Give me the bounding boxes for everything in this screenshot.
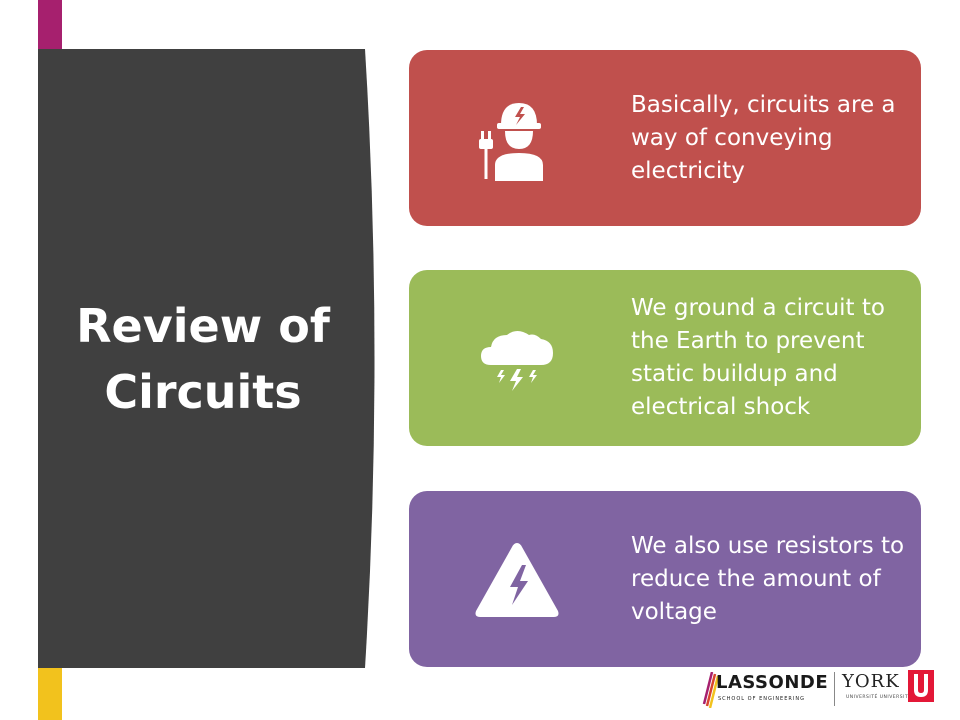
york-subtitle: UNIVERSITÉ UNIVERSITY xyxy=(846,695,912,700)
card-text: We ground a circuit to the Earth to prev… xyxy=(631,295,885,420)
storm-cloud-icon xyxy=(469,310,565,406)
lassonde-wordmark: LASSONDE xyxy=(716,672,829,693)
card-text: We also use resistors to reduce the amou… xyxy=(631,532,905,625)
title-panel-shape xyxy=(38,49,375,668)
york-u-icon xyxy=(908,670,934,702)
slide-title: Review of Circuits xyxy=(76,298,330,419)
title-panel: Review of Circuits xyxy=(38,49,384,668)
york-wordmark: YORK xyxy=(842,671,900,692)
card-resistors: We also use resistors to reduce the amou… xyxy=(409,491,921,667)
card-text: Basically, circuits are a way of conveyi… xyxy=(631,91,896,184)
lassonde-mark-icon xyxy=(702,672,718,708)
high-voltage-warning-icon xyxy=(469,531,565,627)
card-grounding: We ground a circuit to the Earth to prev… xyxy=(409,270,921,446)
logo-divider xyxy=(834,672,835,706)
lassonde-york-logo: LASSONDE SCHOOL OF ENGINEERING YORK UNIV… xyxy=(700,668,940,712)
card-circuits: Basically, circuits are a way of conveyi… xyxy=(409,50,921,226)
lassonde-subtitle: SCHOOL OF ENGINEERING xyxy=(718,696,805,702)
electrician-icon xyxy=(469,90,565,186)
